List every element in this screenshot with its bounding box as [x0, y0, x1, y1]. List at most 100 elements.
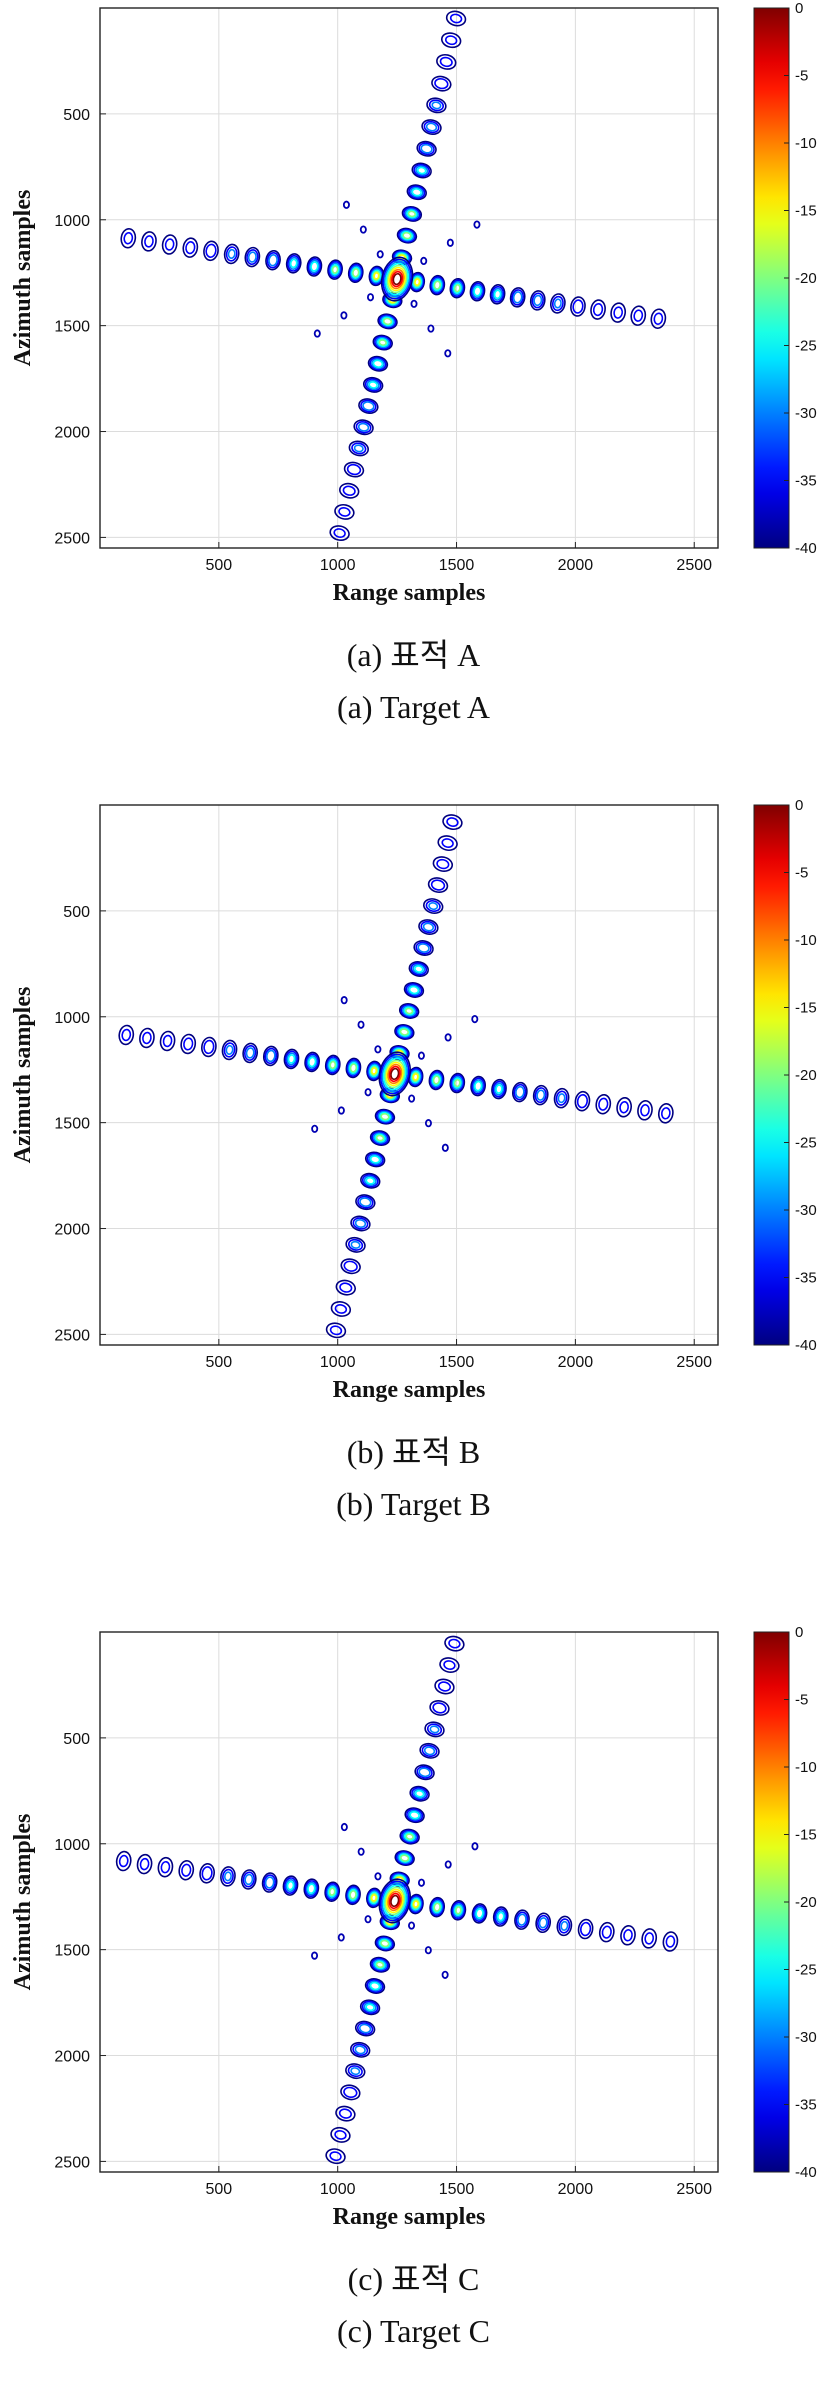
- contour-ring: [407, 210, 417, 218]
- contour-ring: [144, 235, 154, 248]
- contour-ring: [417, 943, 430, 953]
- y-tick-label: 2500: [54, 2154, 90, 2171]
- contour-ring: [378, 1051, 411, 1097]
- contour-ring: [405, 983, 423, 997]
- contour-ring: [361, 2000, 379, 2014]
- range-sidelobe: [262, 1045, 279, 1067]
- range-sidelobe: [450, 1900, 467, 1921]
- colorbar-tick-label: 0: [795, 797, 803, 814]
- contour-ring: [398, 1853, 411, 1863]
- contour-ring: [418, 142, 435, 156]
- contour-ring: [382, 292, 403, 309]
- contour-ring: [374, 1960, 386, 1970]
- cross-sidelobe-dot: [417, 1878, 425, 1887]
- cross-sidelobe-dot: [420, 256, 428, 266]
- azimuth-sidelobe: [394, 1024, 415, 1040]
- x-tick-label: 2000: [558, 2181, 594, 2198]
- azimuth-sidelobe: [358, 398, 379, 415]
- axes-frame: [99, 7, 719, 549]
- x-axis-label: Range samples: [333, 1377, 486, 1403]
- contour-ring: [383, 260, 411, 298]
- contour-ring: [416, 1765, 433, 1779]
- range-sidelobe: [620, 1925, 636, 1946]
- colorbar-tick-label: -40: [795, 540, 817, 557]
- contour-ring: [369, 357, 387, 371]
- contour-ring: [595, 1093, 612, 1115]
- contour-ring: [357, 422, 370, 432]
- contour-ring: [644, 1932, 655, 1945]
- contour-ring: [348, 1888, 358, 1901]
- contour-ring: [509, 287, 526, 308]
- contour-ring: [371, 1957, 389, 1972]
- contour-ring: [329, 262, 341, 277]
- contour-ring: [576, 1093, 589, 1109]
- contour-ring: [403, 207, 421, 221]
- contour-ring: [343, 1260, 358, 1272]
- contour-ring: [410, 962, 428, 976]
- contour-ring: [378, 1111, 391, 1122]
- colorbar-tick-label: -40: [795, 2164, 817, 2181]
- contour-ring: [408, 961, 429, 977]
- contour-ring: [338, 2108, 352, 2119]
- range-sidelobe: [449, 277, 466, 299]
- contour-ring: [381, 1055, 409, 1093]
- contour-ring: [431, 277, 444, 293]
- azimuth-sidelobe: [399, 1828, 420, 1845]
- contour-ring: [388, 1892, 401, 1910]
- contour-ring: [413, 277, 422, 288]
- cross-sidelobe-dot: [342, 200, 350, 209]
- y-tick-label: 2500: [54, 530, 90, 547]
- contour-ring: [404, 1807, 425, 1824]
- colorbar-tick-label: -15: [795, 1827, 817, 1844]
- contour-ring: [369, 1064, 380, 1078]
- contour-ring: [388, 266, 407, 292]
- contour-ring: [139, 1027, 155, 1049]
- contour-ring: [426, 1723, 443, 1736]
- contour-ring: [225, 1044, 234, 1055]
- contour-ring: [385, 262, 409, 296]
- contour-ring: [354, 2045, 366, 2055]
- contour-ring: [244, 1044, 257, 1061]
- range-sidelobe: [535, 1912, 552, 1934]
- contour-ring: [428, 99, 445, 112]
- contour-ring: [369, 1892, 378, 1903]
- contour-ring: [353, 419, 374, 436]
- contour-ring: [362, 376, 384, 393]
- contour-ring: [368, 381, 378, 389]
- contour-ring: [421, 1744, 438, 1758]
- contour-ring: [334, 2129, 347, 2140]
- contour-ring: [354, 2020, 376, 2037]
- colorbar-tick-label: 0: [795, 1624, 803, 1641]
- contour-ring: [372, 270, 381, 281]
- contour-ring: [240, 1869, 257, 1890]
- contour-ring: [326, 1884, 338, 1899]
- contour-ring: [369, 1956, 391, 1973]
- contour-ring: [342, 485, 356, 496]
- contour-ring: [375, 1134, 385, 1142]
- colorbar-tick-label: -15: [795, 203, 817, 220]
- azimuth-sidelobe: [369, 1956, 391, 1973]
- range-sidelobe: [220, 1866, 236, 1887]
- contour-ring: [424, 1721, 445, 1738]
- range-sidelobe: [470, 1075, 487, 1097]
- figure-panel-c: 500 1000 1500 2000 2500 500 1000 1500 2000 2500 Ra…: [0, 1624, 827, 2402]
- contour-ring: [309, 259, 320, 274]
- contour-ring: [382, 1057, 407, 1091]
- contour-ring: [366, 1979, 384, 1993]
- contour-ring: [247, 251, 257, 263]
- contour-ring: [365, 1176, 376, 1185]
- contour-ring: [358, 2023, 372, 2034]
- contour-ring: [370, 1894, 377, 1902]
- cross-sidelobe-dot: [364, 1088, 372, 1097]
- contour-ring: [431, 1073, 442, 1087]
- contour-ring: [371, 358, 385, 370]
- contour-ring: [425, 900, 441, 913]
- cross-sidelobe-dot: [340, 1822, 348, 1832]
- azimuth-sidelobe: [354, 2020, 376, 2037]
- contour-ring: [450, 279, 465, 297]
- contour-ring: [389, 268, 405, 290]
- contour-ring: [369, 1155, 381, 1164]
- contour-ring: [345, 1236, 366, 1253]
- contour-ring: [415, 165, 429, 176]
- contour-ring: [364, 1978, 386, 1994]
